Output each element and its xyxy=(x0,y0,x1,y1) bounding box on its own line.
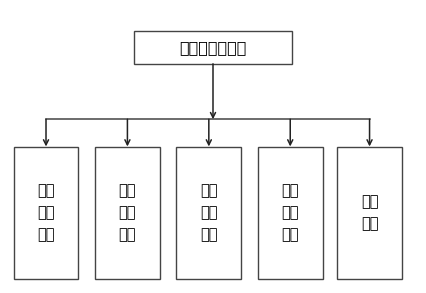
Bar xyxy=(337,146,402,279)
Text: 多料种自动称量: 多料种自动称量 xyxy=(179,40,247,55)
Text: 料种
计量
模块: 料种 计量 模块 xyxy=(200,183,218,242)
Text: 流量
采集
模块: 流量 采集 模块 xyxy=(119,183,136,242)
Bar xyxy=(176,146,241,279)
Bar xyxy=(258,146,322,279)
Bar xyxy=(14,146,78,279)
Text: 料种
统计
模块: 料种 统计 模块 xyxy=(282,183,299,242)
Bar xyxy=(134,31,292,64)
Text: 接口
模块: 接口 模块 xyxy=(361,194,378,231)
Text: 料种
判断
模块: 料种 判断 模块 xyxy=(37,183,55,242)
Bar xyxy=(95,146,160,279)
